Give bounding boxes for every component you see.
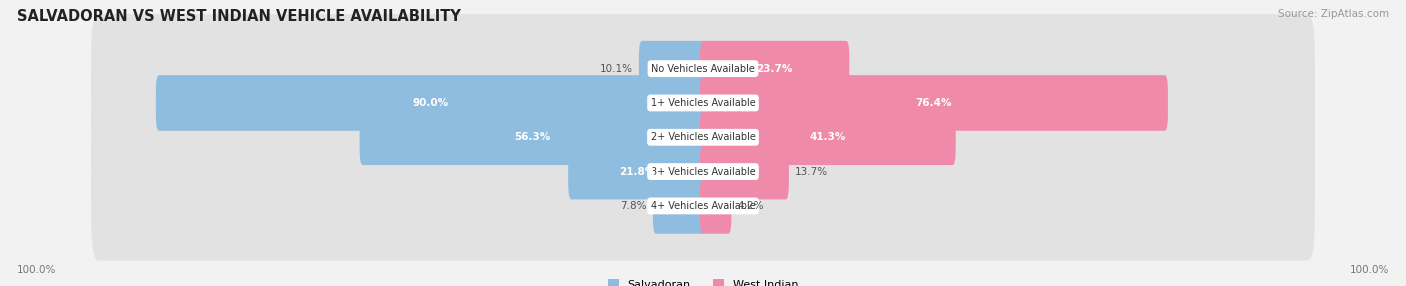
FancyBboxPatch shape: [360, 110, 706, 165]
FancyBboxPatch shape: [700, 144, 789, 199]
FancyBboxPatch shape: [91, 151, 1315, 261]
Text: 100.0%: 100.0%: [17, 265, 56, 275]
Text: 76.4%: 76.4%: [915, 98, 952, 108]
Text: No Vehicles Available: No Vehicles Available: [651, 64, 755, 74]
FancyBboxPatch shape: [156, 75, 706, 131]
Text: 13.7%: 13.7%: [794, 167, 828, 176]
FancyBboxPatch shape: [700, 41, 849, 96]
FancyBboxPatch shape: [700, 110, 956, 165]
Text: 3+ Vehicles Available: 3+ Vehicles Available: [651, 167, 755, 176]
FancyBboxPatch shape: [91, 83, 1315, 192]
FancyBboxPatch shape: [638, 41, 706, 96]
Text: 21.8%: 21.8%: [619, 167, 655, 176]
Text: 41.3%: 41.3%: [810, 132, 846, 142]
Text: 90.0%: 90.0%: [413, 98, 449, 108]
Text: 100.0%: 100.0%: [1350, 265, 1389, 275]
Text: 4+ Vehicles Available: 4+ Vehicles Available: [651, 201, 755, 211]
FancyBboxPatch shape: [568, 144, 706, 199]
Legend: Salvadoran, West Indian: Salvadoran, West Indian: [607, 279, 799, 286]
FancyBboxPatch shape: [700, 75, 1168, 131]
Text: 23.7%: 23.7%: [756, 64, 793, 74]
Text: SALVADORAN VS WEST INDIAN VEHICLE AVAILABILITY: SALVADORAN VS WEST INDIAN VEHICLE AVAILA…: [17, 9, 461, 23]
Text: 10.1%: 10.1%: [600, 64, 633, 74]
Text: 4.2%: 4.2%: [738, 201, 763, 211]
Text: 7.8%: 7.8%: [620, 201, 647, 211]
Text: 56.3%: 56.3%: [515, 132, 551, 142]
FancyBboxPatch shape: [91, 117, 1315, 226]
FancyBboxPatch shape: [700, 178, 731, 234]
FancyBboxPatch shape: [91, 14, 1315, 123]
FancyBboxPatch shape: [652, 178, 706, 234]
FancyBboxPatch shape: [91, 48, 1315, 158]
Text: 2+ Vehicles Available: 2+ Vehicles Available: [651, 132, 755, 142]
Text: 1+ Vehicles Available: 1+ Vehicles Available: [651, 98, 755, 108]
Text: Source: ZipAtlas.com: Source: ZipAtlas.com: [1278, 9, 1389, 19]
